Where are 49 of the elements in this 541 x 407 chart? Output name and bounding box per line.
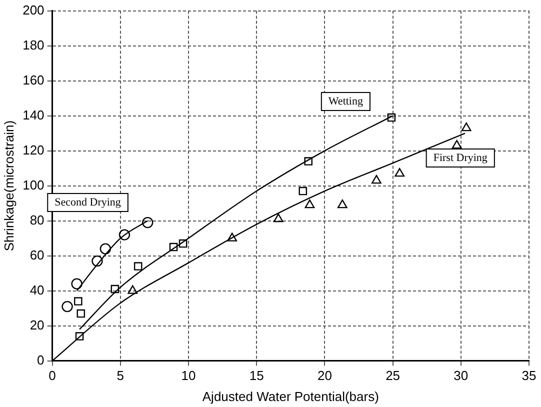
y-tick-label: 200 <box>22 2 44 18</box>
y-tick-label: 180 <box>22 37 44 52</box>
point <box>74 297 82 306</box>
y-axis-title: Shrinkage(microstrain) <box>1 120 16 252</box>
y-tick-label: 20 <box>30 317 44 332</box>
x-tick-label: 0 <box>48 368 56 384</box>
x-axis-title: Ajdusted Water Potential(bars) <box>202 388 379 404</box>
point <box>273 213 284 222</box>
series-label: Second Drying <box>54 196 122 208</box>
point <box>128 285 138 294</box>
point <box>452 140 462 149</box>
point <box>304 199 315 208</box>
point <box>227 232 238 242</box>
y-tick-label: 80 <box>30 212 44 228</box>
point <box>372 174 382 184</box>
point <box>100 243 112 254</box>
x-tick-label: 15 <box>249 368 264 384</box>
x-tick-label: 35 <box>522 368 536 384</box>
y-tick-label: 140 <box>22 107 44 122</box>
point <box>76 309 86 318</box>
point <box>134 262 142 270</box>
x-tick-label: 5 <box>116 368 124 384</box>
point <box>142 216 154 228</box>
x-tick-label: 30 <box>454 368 468 384</box>
y-tick-label: 100 <box>22 177 44 192</box>
point <box>461 122 472 132</box>
y-tick-label: 0 <box>37 352 44 368</box>
point <box>169 242 178 252</box>
text: Wetting <box>328 95 364 108</box>
point <box>71 278 82 290</box>
point <box>298 186 308 196</box>
point <box>110 284 120 294</box>
point <box>178 239 188 248</box>
point <box>118 229 130 240</box>
point <box>75 332 84 340</box>
y-tick-label: 60 <box>30 247 44 262</box>
point <box>304 157 312 166</box>
point <box>62 300 73 312</box>
x-tick-label: 10 <box>181 368 196 384</box>
y-tick-label: 120 <box>22 142 44 158</box>
point <box>92 255 103 267</box>
x-tick-label: 25 <box>386 368 400 384</box>
point <box>394 168 405 177</box>
series-label: First Drying <box>433 152 488 164</box>
y-tick-label: 40 <box>30 282 44 298</box>
y-tick-label: 160 <box>22 72 44 88</box>
point <box>387 113 396 122</box>
x-tick-label: 20 <box>317 368 332 384</box>
point <box>337 199 348 208</box>
